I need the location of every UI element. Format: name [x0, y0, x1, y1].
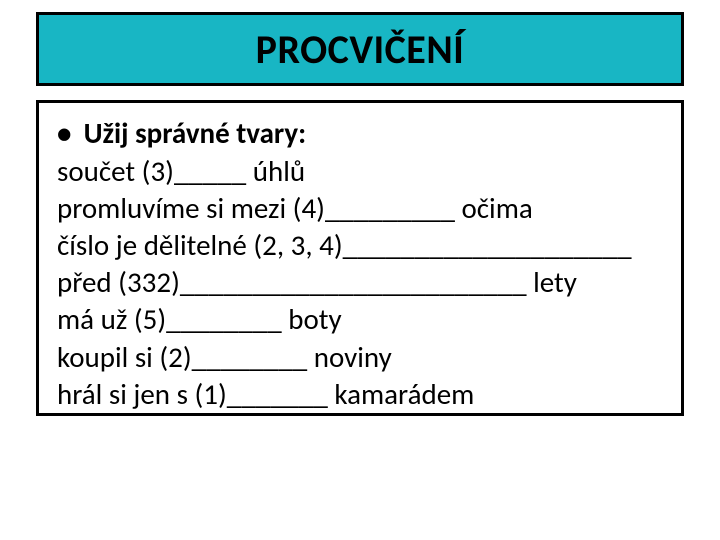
exercise-line: číslo je dělitelné (2, 3, 4)____________…	[57, 227, 663, 264]
title-text: PROCVIČENÍ	[256, 25, 465, 74]
exercise-line: koupil si (2)________ noviny	[57, 339, 663, 376]
instruction-text: Užij správné tvary:	[84, 115, 307, 151]
exercise-line: součet (3)_____ úhlů	[57, 153, 663, 190]
exercise-line: promluvíme si mezi (4)_________ očima	[57, 190, 663, 227]
instruction-line: • Užij správné tvary:	[57, 115, 663, 151]
bullet-icon: •	[57, 115, 77, 151]
title-box: PROCVIČENÍ	[36, 12, 684, 86]
content-box: • Užij správné tvary: součet (3)_____ úh…	[36, 100, 684, 416]
exercise-line: má už (5)________ boty	[57, 301, 663, 338]
exercise-line: hrál si jen s (1)_______ kamarádem	[57, 376, 663, 413]
exercise-line: před (332)________________________ lety	[57, 264, 663, 301]
